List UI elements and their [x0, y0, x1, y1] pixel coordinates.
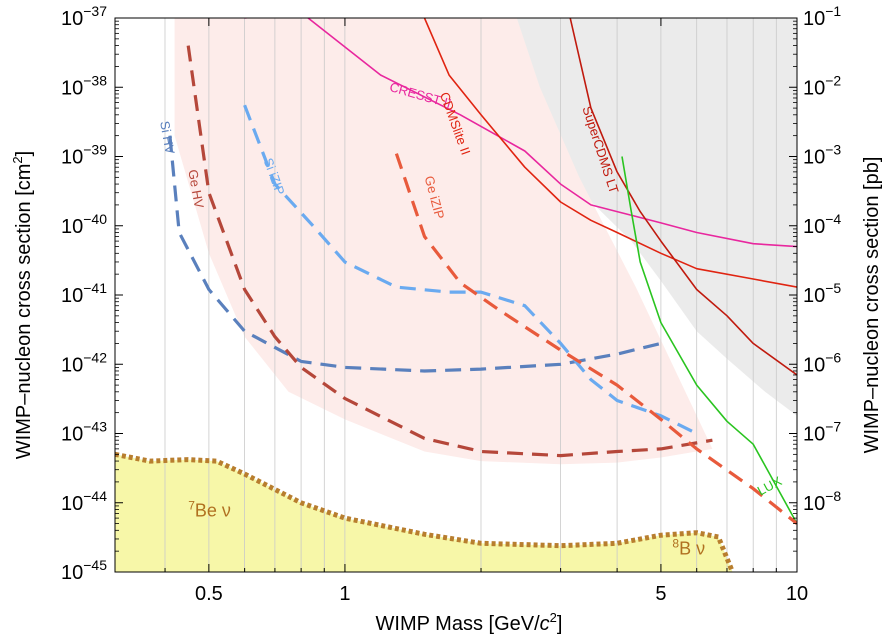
y-tick-label-right-exp: −8 [825, 488, 841, 504]
y-tick-label-left-base: 10 [61, 77, 83, 99]
y-tick-label-right-exp: −7 [825, 419, 841, 435]
y-tick-label-right-base: 10 [803, 77, 825, 99]
series [115, 18, 797, 572]
neutrino-label-main: B ν [679, 539, 705, 559]
shaded-regions [115, 18, 797, 572]
y-tick-label-right: 10−3 [803, 142, 841, 169]
y-tick-label-left-exp: −37 [83, 3, 107, 19]
x-tick-label: 1 [339, 583, 350, 605]
y-tick-label-left: 10−42 [61, 349, 107, 376]
y-tick-label-left-exp: −45 [83, 557, 107, 573]
y-tick-label-right-exp: −3 [825, 142, 841, 158]
y-axis-title-left-main: WIMP–nucleon cross section [cm [13, 164, 35, 460]
y-tick-label-right-exp: −5 [825, 280, 841, 296]
y-tick-label-right-base: 10 [803, 354, 825, 376]
x-axis-title: WIMP Mass [GeV/c2] [376, 610, 563, 635]
y-tick-label-right-exp: −1 [825, 3, 841, 19]
y-tick-label-left: 10−39 [61, 142, 107, 169]
y-tick-label-left-exp: −44 [83, 488, 107, 504]
y-tick-label-right-exp: −2 [825, 72, 841, 88]
y-tick-label-left-base: 10 [61, 285, 83, 307]
y-tick-label-right-base: 10 [803, 216, 825, 238]
y-axis-title-left-sup: 2 [10, 156, 25, 163]
neutrino-label: 8B ν [672, 537, 705, 559]
grid [164, 18, 777, 572]
y-tick-label-left-base: 10 [61, 8, 83, 30]
y-tick-label-left-exp: −38 [83, 72, 107, 88]
neutrino-label-sup: 8 [672, 537, 679, 551]
x-tick-label: 10 [786, 583, 808, 605]
series-supercdms-lt [569, 18, 797, 376]
y-tick-label-right-base: 10 [803, 493, 825, 515]
y-tick-label-right: 10−7 [803, 419, 841, 446]
series-cresst-ii [244, 18, 797, 248]
curve-label: LUX [755, 473, 785, 498]
y-tick-label-right: 10−4 [803, 211, 841, 238]
series-7be- [115, 451, 735, 572]
y-tick-label-left-exp: −39 [83, 142, 107, 158]
curve-label: Si HV [157, 120, 178, 156]
curve-label: Ge HV [185, 168, 207, 209]
y-tick-label-right-base: 10 [803, 147, 825, 169]
axis-ticks: 0.5 1 5 1010−4510−4410−4310−4210−4110−4010−… [61, 3, 841, 605]
y-tick-label-right-exp: −4 [825, 211, 841, 227]
y-tick-label-left-base: 10 [61, 562, 83, 584]
y-tick-label-left: 10−43 [61, 419, 107, 446]
y-tick-label-right: 10−5 [803, 280, 841, 307]
region-neutrino-floor [115, 454, 733, 572]
y-tick-label-right-base: 10 [803, 424, 825, 446]
y-tick-label-left-base: 10 [61, 147, 83, 169]
y-tick-label-right-exp: −6 [825, 349, 841, 365]
y-tick-label-right: 10−8 [803, 488, 841, 515]
y-tick-label-left-base: 10 [61, 424, 83, 446]
y-tick-label-left-exp: −40 [83, 211, 107, 227]
series-cdmslite-ii [423, 18, 797, 288]
y-tick-label-right: 10−6 [803, 349, 841, 376]
region-projected-sensitivity [174, 18, 713, 465]
y-axis-title-right: WIMP–nucleon cross section [pb] [861, 157, 883, 454]
y-tick-label-left-base: 10 [61, 354, 83, 376]
y-tick-label-left: 10−41 [61, 280, 107, 307]
y-tick-label-left: 10−44 [61, 488, 107, 515]
x-axis-title-sup: 2 [550, 610, 557, 625]
y-axis-title-left: WIMP–nucleon cross section [cm2] [10, 151, 35, 459]
series-ge-hv [186, 45, 713, 458]
neutrino-label-sup: 7 [188, 499, 195, 513]
neutrino-label-main: Be ν [195, 501, 231, 521]
y-tick-label-left-exp: −41 [83, 280, 107, 296]
y-tick-label-left-exp: −42 [83, 349, 107, 365]
y-tick-label-left-base: 10 [61, 493, 83, 515]
x-tick-label: 0.5 [195, 583, 223, 605]
y-tick-label-left-exp: −43 [83, 419, 107, 435]
series-si-izip [243, 104, 698, 435]
y-tick-label-left: 10−40 [61, 211, 107, 238]
y-tick-label-left: 10−38 [61, 72, 107, 99]
y-tick-label-right: 10−2 [803, 72, 841, 99]
y-tick-label-right-base: 10 [803, 285, 825, 307]
x-axis-title-main: WIMP Mass [GeV/ [376, 613, 541, 635]
x-axis-title-c: c [540, 613, 550, 635]
y-tick-label-left-base: 10 [61, 216, 83, 238]
series-ge-izip [394, 153, 797, 525]
x-tick-label: 5 [655, 583, 666, 605]
series-lux [621, 156, 797, 524]
neutrino-label: 7Be ν [188, 499, 231, 521]
y-tick-label-right-base: 10 [803, 8, 825, 30]
x-axis-title-end: ] [557, 613, 563, 635]
y-tick-label-left: 10−45 [61, 557, 107, 584]
y-tick-label-left: 10−37 [61, 3, 107, 30]
y-tick-label-right: 10−1 [803, 3, 841, 30]
region-excluded [379, 18, 797, 416]
y-axis-title-left-end: ] [13, 151, 35, 157]
